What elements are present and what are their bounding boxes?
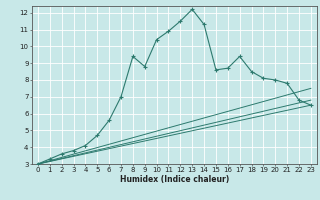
X-axis label: Humidex (Indice chaleur): Humidex (Indice chaleur): [120, 175, 229, 184]
